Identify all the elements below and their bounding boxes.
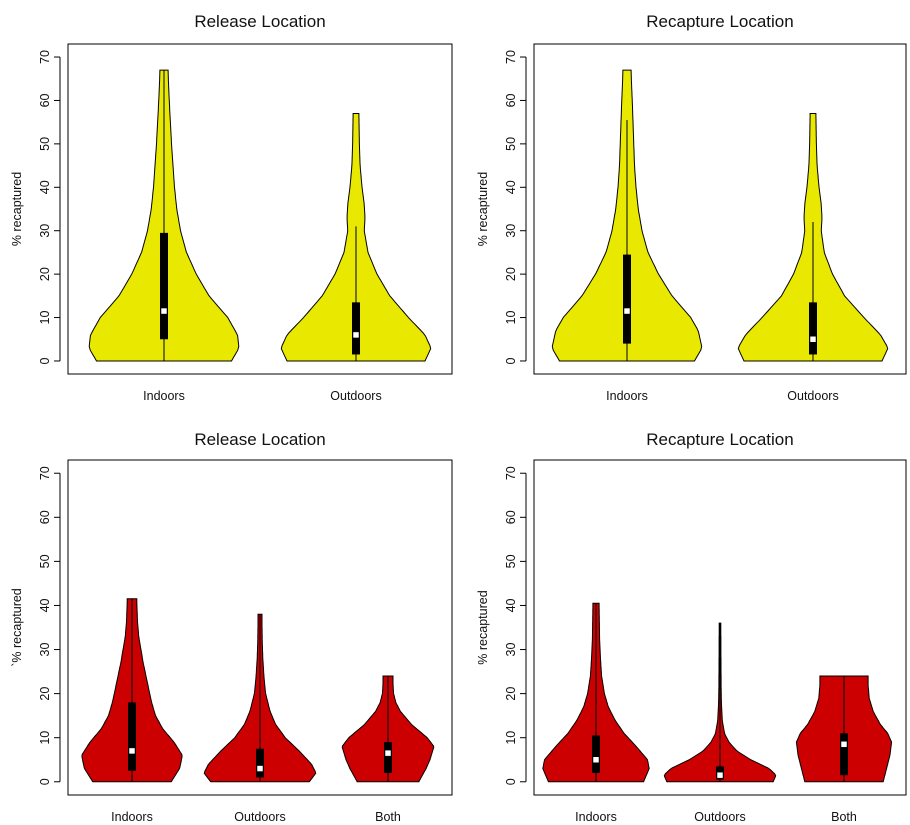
y-tick-label: 50 — [504, 554, 518, 568]
y-tick-label: 50 — [38, 554, 52, 568]
y-axis-label: % recaptured — [476, 590, 490, 664]
y-tick-label: 70 — [38, 50, 52, 64]
plot-frame — [67, 459, 453, 796]
median-marker-outdoors — [352, 331, 360, 339]
y-tick-label: 30 — [504, 224, 518, 238]
x-category-label: Outdoors — [234, 810, 285, 824]
chart-title: Release Location — [194, 430, 325, 449]
iqr-box-indoors — [128, 702, 136, 771]
chart-panel-1: Release Location 0 10 20 30 40 50 60 70 % recaptu… — [10, 12, 453, 403]
chart-title: Release Location — [194, 12, 325, 31]
y-tick-label: 10 — [38, 311, 52, 325]
y-tick-label: 0 — [504, 357, 518, 364]
x-category-label: Indoors — [111, 810, 153, 824]
y-tick-label: 20 — [38, 267, 52, 281]
y-tick-label: 20 — [504, 687, 518, 701]
iqr-box-both — [384, 742, 392, 773]
median-marker-outdoors — [256, 765, 264, 772]
y-tick-label: 70 — [504, 466, 518, 480]
plot-frame — [67, 43, 453, 375]
y-tick-label: 40 — [38, 598, 52, 612]
y-tick-label: 20 — [38, 687, 52, 701]
median-marker-indoors — [160, 307, 168, 315]
chart-panel-3: Release Location 0 10 20 30 40 50 60 70 `% recapt… — [10, 430, 453, 824]
chart-panel-4: Recapture Location 0 10 20 30 40 50 60 70 % recap… — [476, 430, 907, 824]
y-tick-label: 40 — [504, 180, 518, 194]
y-tick-label: 60 — [38, 93, 52, 107]
y-tick-label: 60 — [38, 510, 52, 524]
plot-frame — [533, 459, 907, 796]
y-tick-label: 70 — [38, 466, 52, 480]
y-tick-label: 40 — [504, 598, 518, 612]
iqr-box-outdoors — [809, 302, 817, 355]
chart-title: Recapture Location — [646, 12, 793, 31]
x-category-label: Both — [375, 810, 401, 824]
y-tick-label: 40 — [38, 180, 52, 194]
x-category-label: Indoors — [143, 389, 185, 403]
x-category-label: Indoors — [606, 389, 648, 403]
x-category-label: Outdoors — [787, 389, 838, 403]
y-tick-label: 60 — [504, 510, 518, 524]
y-tick-label: 10 — [504, 311, 518, 325]
iqr-box-indoors — [592, 735, 600, 773]
chart-title: Recapture Location — [646, 430, 793, 449]
y-tick-label: 0 — [38, 778, 52, 785]
iqr-box-indoors — [623, 254, 631, 344]
iqr-box-outdoors — [352, 302, 360, 355]
median-marker-both — [384, 749, 392, 757]
median-marker-outdoors — [716, 771, 724, 779]
median-marker-indoors — [592, 756, 600, 763]
median-marker-indoors — [128, 747, 136, 755]
y-tick-label: 70 — [504, 50, 518, 64]
chart-panel-2: Recapture Location 0 10 20 30 40 50 60 70 % recap… — [476, 12, 907, 403]
y-tick-label: 30 — [504, 643, 518, 657]
iqr-box-outdoors — [256, 748, 264, 778]
y-tick-label: 0 — [504, 778, 518, 785]
y-axis-label: % recaptured — [10, 172, 24, 246]
iqr-box-both — [840, 733, 848, 776]
y-tick-label: 20 — [504, 267, 518, 281]
iqr-box-indoors — [160, 232, 168, 340]
y-tick-label: 50 — [504, 137, 518, 151]
median-marker-both — [840, 741, 848, 748]
y-tick-label: 30 — [38, 643, 52, 657]
median-marker-outdoors — [809, 336, 817, 343]
y-tick-label: 60 — [504, 93, 518, 107]
x-category-label: Outdoors — [694, 810, 745, 824]
x-category-label: Both — [831, 810, 857, 824]
y-tick-label: 0 — [38, 357, 52, 364]
median-marker-indoors — [623, 307, 631, 315]
y-axis-label: `% recaptured — [10, 588, 24, 667]
y-tick-label: 50 — [38, 137, 52, 151]
y-tick-label: 10 — [38, 731, 52, 745]
x-category-label: Indoors — [575, 810, 617, 824]
x-category-label: Outdoors — [330, 389, 381, 403]
y-axis-label: % recaptured — [476, 172, 490, 246]
plot-frame — [533, 43, 907, 375]
y-tick-label: 10 — [504, 731, 518, 745]
y-tick-label: 30 — [38, 224, 52, 238]
